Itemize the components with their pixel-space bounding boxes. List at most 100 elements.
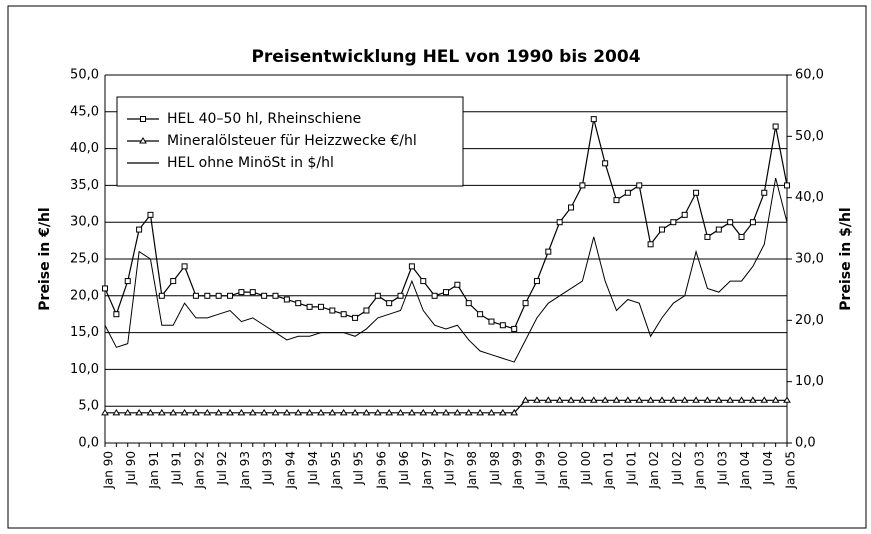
marker	[464, 408, 473, 416]
marker	[556, 219, 563, 226]
marker	[738, 233, 745, 240]
marker	[498, 408, 507, 416]
marker	[465, 300, 472, 307]
marker	[612, 396, 621, 403]
x-tick-label: Jan 03	[693, 451, 707, 490]
legend-label: HEL ohne MinöSt in $/hl	[167, 155, 334, 171]
marker	[139, 137, 147, 144]
marker	[704, 233, 711, 240]
marker	[533, 396, 541, 403]
x-tick-label: Jul 94	[306, 451, 320, 486]
marker	[227, 292, 234, 299]
y-tick-label: 40,0	[70, 141, 99, 156]
marker	[522, 300, 529, 307]
y-tick-label: 35,0	[70, 178, 99, 193]
x-tick-label: Jan 02	[647, 451, 661, 490]
marker	[430, 408, 439, 416]
marker	[533, 278, 540, 285]
chart-title: Preisentwicklung HEL von 1990 bis 2004	[251, 47, 640, 67]
marker	[295, 300, 302, 307]
marker	[602, 160, 609, 167]
marker	[146, 408, 155, 416]
marker	[386, 300, 393, 307]
y-tick-label: 10,0	[70, 362, 99, 377]
marker	[476, 408, 484, 416]
marker	[647, 241, 654, 248]
marker	[442, 408, 450, 416]
marker	[623, 396, 632, 403]
legend-label: HEL 40–50 hl, Rheinschiene	[167, 111, 361, 127]
x-tick-label: Jul 01	[624, 451, 638, 486]
x-tick-label: Jul 03	[715, 451, 729, 486]
marker	[272, 292, 279, 299]
marker	[521, 396, 530, 403]
x-tick-label: Jan 99	[511, 451, 525, 490]
marker	[511, 325, 518, 332]
marker	[670, 219, 677, 226]
marker	[749, 219, 756, 226]
marker	[454, 281, 461, 288]
marker	[555, 396, 564, 403]
marker	[749, 396, 757, 403]
marker	[477, 311, 484, 318]
marker	[431, 292, 438, 299]
frame	[7, 5, 867, 529]
y2-tick-label: 20,0	[795, 313, 824, 328]
x-tick-label: Jan 96	[374, 451, 388, 490]
x-tick-label: Jan 05	[784, 451, 798, 490]
marker	[226, 408, 234, 416]
marker	[283, 296, 290, 303]
marker	[362, 408, 371, 416]
marker	[169, 408, 178, 416]
marker	[282, 408, 291, 416]
legend-box	[116, 96, 464, 187]
marker	[692, 396, 700, 403]
x-tick-label: Jan 04	[738, 451, 752, 490]
marker	[147, 211, 154, 218]
y2-axis-title: Preise in $/hl	[838, 207, 854, 310]
marker	[510, 408, 519, 416]
marker	[237, 408, 246, 416]
marker	[488, 318, 495, 325]
marker	[601, 396, 610, 403]
x-tick-label: Jul 93	[261, 451, 275, 486]
marker	[499, 322, 506, 329]
marker	[158, 292, 165, 299]
marker	[726, 396, 735, 403]
marker	[487, 408, 496, 416]
marker	[192, 292, 199, 299]
marker	[305, 408, 314, 416]
x-tick-label: Jul 96	[397, 451, 411, 486]
marker	[113, 311, 120, 318]
marker	[123, 408, 132, 416]
marker	[317, 303, 324, 310]
legend-label: Mineralölsteuer für Heizzwecke €/hl	[167, 133, 417, 149]
marker	[249, 289, 256, 296]
x-tick-label: Jan 92	[192, 451, 206, 490]
marker	[294, 408, 303, 416]
marker	[363, 307, 370, 314]
marker	[408, 263, 415, 270]
x-tick-label: Jan 95	[329, 451, 343, 490]
x-tick-label: Jan 97	[420, 451, 434, 490]
marker	[397, 292, 404, 299]
marker	[352, 314, 359, 321]
x-tick-label: Jan 98	[465, 451, 479, 490]
marker	[772, 123, 779, 130]
marker	[714, 396, 723, 403]
marker	[260, 408, 269, 416]
x-tick-label: Jul 98	[488, 451, 502, 486]
marker	[658, 226, 665, 233]
marker	[204, 292, 211, 299]
marker	[181, 263, 188, 270]
marker	[157, 408, 166, 416]
marker	[658, 396, 666, 403]
y2-tick-label: 30,0	[795, 252, 824, 267]
y2-tick-label: 50,0	[795, 129, 824, 144]
marker	[544, 396, 553, 403]
marker	[646, 396, 655, 403]
marker	[124, 278, 131, 285]
y-tick-label: 25,0	[70, 252, 99, 267]
marker	[680, 396, 689, 403]
